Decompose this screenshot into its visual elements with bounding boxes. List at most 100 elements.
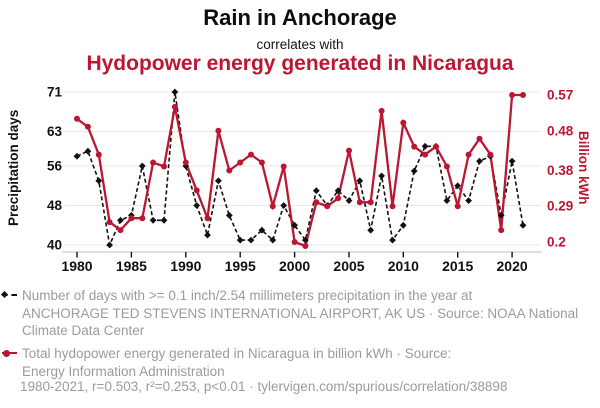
x-tick-label: 1995 <box>225 258 256 274</box>
hydropower-marker <box>335 195 342 202</box>
precipitation-marker <box>193 202 201 209</box>
left-tick-label: 56 <box>47 159 63 174</box>
right-tick-label: 0.2 <box>547 235 566 250</box>
x-tick-label: 2020 <box>497 258 528 274</box>
x-tick-label: 1980 <box>61 258 92 274</box>
hydropower-marker <box>367 199 374 206</box>
dashed-diamond-legend-icon <box>0 288 17 303</box>
precipitation-marker <box>247 236 255 244</box>
page-subtitle: Hydopower energy generated in Nicaragua <box>86 52 514 75</box>
hydropower-marker <box>258 159 265 166</box>
hydropower-marker <box>215 127 222 134</box>
precipitation-marker <box>497 212 505 219</box>
hydropower-marker <box>356 199 363 206</box>
legend-line: Total hydopower energy generated in Nica… <box>22 346 452 361</box>
precipitation-marker <box>215 177 222 185</box>
precipitation-marker <box>399 221 407 229</box>
stats-and-source-line: 1980-2021, r=0.503, r²=0.253, p<0.01 · t… <box>20 379 508 394</box>
precipitation-marker <box>389 236 396 244</box>
legend-precipitation: Number of days with >= 0.1 inch/2.54 mil… <box>0 287 596 340</box>
precipitation-marker <box>378 172 385 180</box>
hydropower-marker <box>422 151 429 158</box>
legend-precipitation-text: Number of days with >= 0.1 inch/2.54 mil… <box>22 287 578 340</box>
hydropower-marker <box>74 115 80 122</box>
precipitation-marker <box>421 142 429 150</box>
hydropower-marker <box>346 147 352 154</box>
hydropower-marker <box>443 163 450 170</box>
hydropower-marker <box>182 159 189 166</box>
precipitation-marker <box>258 226 266 234</box>
hydropower-marker <box>313 199 320 206</box>
hydropower-marker <box>520 92 526 98</box>
legend-hydropower: Total hydopower energy generated in Nica… <box>2 345 596 380</box>
left-tick-label: 48 <box>47 198 63 213</box>
precipitation-marker <box>291 221 298 229</box>
hydropower-marker <box>269 203 276 210</box>
precipitation-marker <box>356 177 364 185</box>
legend-line: Energy Information Administration <box>22 363 225 379</box>
hydropower-marker <box>280 163 287 170</box>
precipitation-marker <box>138 162 146 170</box>
precipitation-marker <box>106 241 113 249</box>
legend-line: ANCHORAGE TED STEVENS INTERNATIONAL AIRP… <box>22 305 579 321</box>
precipitation-marker <box>508 157 516 165</box>
precipitation-marker <box>73 152 81 160</box>
left-tick-label: 71 <box>47 85 63 100</box>
hydropower-marker <box>476 135 483 142</box>
precipitation-marker <box>454 182 462 190</box>
precipitation-marker <box>149 216 157 224</box>
hydropower-series-line <box>76 93 523 248</box>
left-tick-label: 63 <box>47 124 63 139</box>
hydropower-marker <box>204 215 211 222</box>
hydropower-marker <box>226 167 233 174</box>
hydropower-marker <box>400 119 407 126</box>
left-tick-label: 40 <box>47 238 62 253</box>
solid-dot-legend-icon <box>2 346 17 361</box>
precipitation-marker <box>225 212 233 219</box>
right-tick-label: 0.38 <box>547 163 574 178</box>
hydropower-marker <box>193 187 200 194</box>
hydropower-marker <box>171 103 178 110</box>
hydropower-marker <box>324 203 331 210</box>
hydropower-marker <box>454 203 461 210</box>
hydropower-marker <box>378 107 385 114</box>
precipitation-marker <box>280 202 288 209</box>
x-tick-label: 2005 <box>333 258 364 274</box>
hydropower-marker <box>150 159 157 166</box>
hydropower-marker <box>433 143 439 150</box>
hydropower-marker <box>291 239 298 245</box>
hydropower-marker <box>487 151 494 158</box>
precipitation-marker <box>302 236 309 244</box>
hydropower-marker <box>117 227 124 234</box>
right-tick-label: 0.29 <box>547 199 573 214</box>
precipitation-marker <box>84 147 92 155</box>
right-tick-label: 0.57 <box>547 88 573 103</box>
x-tick-label: 1985 <box>116 258 147 274</box>
precipitation-marker <box>345 197 353 204</box>
right-axis-title: Billion kWh <box>576 131 591 205</box>
x-tick-label: 2010 <box>388 258 419 274</box>
legend-hydropower-text: Total hydopower energy generated in Nica… <box>22 345 451 380</box>
hydropower-marker <box>498 227 505 234</box>
hydropower-marker <box>237 159 244 166</box>
hydropower-marker <box>248 151 254 158</box>
precipitation-marker <box>367 226 375 234</box>
precipitation-marker <box>334 187 342 195</box>
hydropower-marker <box>509 92 516 98</box>
hydropower-marker <box>139 215 146 222</box>
hydropower-marker <box>302 243 309 249</box>
left-axis-title: Precipitation days <box>6 109 21 227</box>
hydropower-marker <box>128 215 135 222</box>
page-title: Rain in Anchorage <box>203 5 397 30</box>
legend-line: Number of days with >= 0.1 inch/2.54 mil… <box>22 288 473 303</box>
precipitation-marker <box>160 216 168 224</box>
precipitation-marker <box>519 221 527 229</box>
hydropower-marker <box>161 163 167 170</box>
hydropower-marker <box>465 151 472 158</box>
precipitation-marker <box>95 177 103 185</box>
x-tick-label: 2015 <box>442 258 473 274</box>
precipitation-marker <box>443 197 451 204</box>
precipitation-marker <box>171 88 179 96</box>
precipitation-marker <box>117 216 124 224</box>
